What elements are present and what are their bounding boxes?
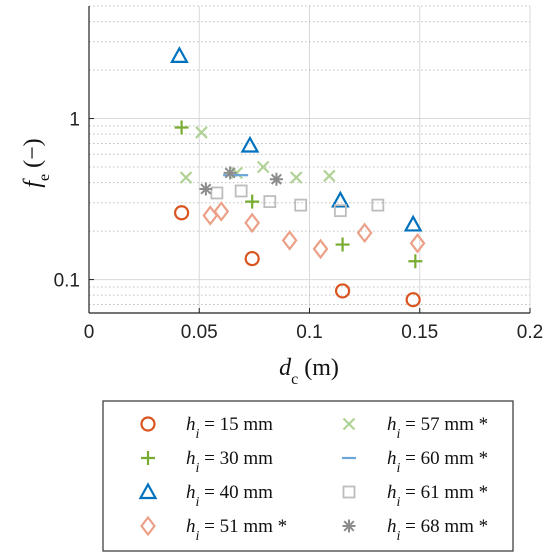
data-point-circle: [174, 205, 190, 221]
data-point-plus: [408, 254, 423, 269]
data-points: [170, 46, 426, 308]
data-point-square: [263, 195, 277, 208]
y-tick-labels: 0.11: [54, 110, 80, 292]
data-point-triangle: [403, 214, 423, 232]
data-point-plus: [335, 237, 350, 252]
legend-label: hi = 51 mm *: [186, 516, 287, 544]
data-point-x: [195, 126, 208, 139]
x-axis-label: dc (m): [279, 355, 339, 388]
data-point-square: [371, 198, 385, 212]
legend-marker-diamond: [140, 515, 156, 537]
y-tick-label: 0.1: [54, 271, 80, 292]
legend-marker-asterisk: [342, 519, 356, 533]
data-point-triangle: [331, 190, 350, 208]
legend-label: hi = 15 mm: [186, 414, 273, 442]
legend-marker-circle: [140, 416, 156, 432]
legend: hi = 15 mm hi = 30 mm hi = 40 mm hi = 51 mm…: [102, 400, 514, 552]
data-point-square: [333, 204, 347, 218]
data-point-diamond: [202, 205, 219, 226]
data-point-diamond: [409, 232, 426, 254]
legend-box: [102, 400, 514, 552]
legend-label: hi = 68 mm *: [387, 516, 488, 544]
data-point-asterisk: [199, 182, 213, 196]
legend-label: hi = 40 mm: [186, 482, 273, 510]
data-point-diamond: [356, 222, 373, 244]
data-point-circle: [334, 283, 351, 299]
x-tick-label: 0.05: [181, 322, 218, 343]
legend-marker-x: [342, 417, 356, 431]
x-tick-label: 0.15: [401, 322, 438, 343]
data-point-square: [234, 184, 248, 198]
axes: [88, 6, 531, 314]
legend-marker-triangle: [138, 482, 158, 500]
y-tick-label: 1: [69, 110, 80, 131]
legend-marker-plus: [141, 451, 155, 465]
y-axis-label: fe (−): [20, 138, 53, 187]
data-point-triangle: [240, 135, 260, 153]
legend-label: hi = 60 mm *: [387, 448, 488, 476]
data-point-diamond: [281, 230, 298, 251]
x-tick-label: 0: [84, 322, 95, 343]
data-point-diamond: [244, 212, 261, 234]
data-point-x: [179, 171, 193, 184]
data-point-square: [294, 198, 308, 212]
data-point-asterisk: [223, 166, 237, 180]
data-point-x: [256, 160, 270, 174]
data-point-asterisk: [269, 172, 283, 186]
legend-label: hi = 30 mm: [186, 448, 273, 476]
data-point-x: [289, 171, 303, 184]
data-point-triangle: [170, 46, 189, 63]
x-tick-label: 0.1: [296, 322, 322, 343]
data-point-diamond: [312, 238, 329, 260]
data-point-circle: [244, 250, 260, 267]
x-tick-label: 0.2: [517, 322, 543, 343]
legend-label: hi = 57 mm *: [387, 414, 488, 442]
legend-marker-square: [342, 485, 356, 499]
data-point-x: [323, 169, 336, 183]
data-point-circle: [405, 292, 421, 308]
x-tick-labels: 0 0.05 0.1 0.15 0.2: [84, 322, 544, 343]
legend-label: hi = 61 mm *: [387, 482, 488, 510]
data-point-plus: [174, 120, 189, 135]
data-point-diamond: [213, 201, 230, 222]
data-point-plus: [245, 194, 260, 209]
data-point-square: [210, 186, 224, 200]
grid: [88, 5, 531, 313]
